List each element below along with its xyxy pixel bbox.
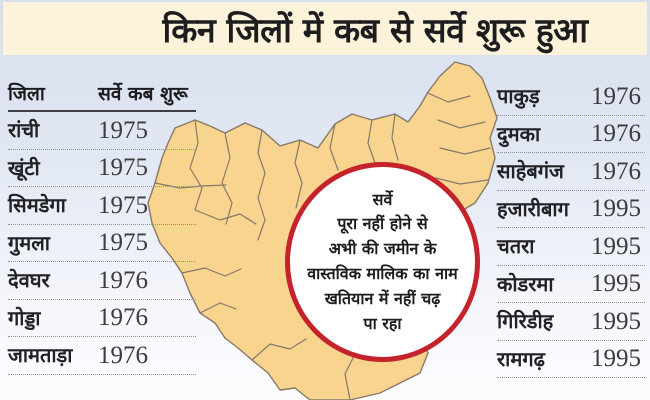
table-row: पाकुड़ 1976 xyxy=(497,78,645,116)
column-header-year: सर्वे कब शुरू xyxy=(98,83,188,105)
column-header-district: जिला xyxy=(8,83,45,105)
survey-year: 1995 xyxy=(591,232,641,260)
district-name: दुमका xyxy=(497,121,541,146)
page-title: किन जिलों में कब से सर्वे शुरू हुआ xyxy=(162,10,588,51)
map-annotation-circle: सर्वे पूरा नहीं होने से अभी की जमीन के व… xyxy=(285,162,480,362)
table-row: देवघर 1976 xyxy=(8,262,196,300)
district-name: चतरा xyxy=(497,234,535,259)
district-name: कोडरमा xyxy=(497,271,554,296)
survey-year: 1975 xyxy=(98,191,148,219)
map-annotation-line: सर्वे xyxy=(372,189,393,209)
district-name: गिरिडीह xyxy=(497,309,554,334)
survey-table-left: जिला सर्वे कब शुरू रांची 1975 खूंटी 1975… xyxy=(8,76,196,375)
district-name: देवघर xyxy=(8,268,50,293)
survey-year: 1976 xyxy=(98,266,148,294)
table-row: रामगढ़ 1995 xyxy=(497,341,645,378)
table-row: दुमका 1976 xyxy=(497,116,645,153)
map-annotation-line: पा रहा xyxy=(363,313,402,333)
district-name: पाकुड़ xyxy=(497,84,540,109)
table-row: जामताड़ा 1976 xyxy=(8,337,196,375)
survey-year: 1976 xyxy=(591,157,641,185)
district-name: साहेबगंज xyxy=(497,159,564,184)
survey-year: 1995 xyxy=(591,345,641,373)
title-banner: किन जिलों में कब से सर्वे शुरू हुआ xyxy=(3,2,647,55)
table-row: सिमडेगा 1975 xyxy=(8,187,196,225)
map-annotation-line: पूरा नहीं होने से xyxy=(337,214,428,234)
survey-year: 1976 xyxy=(98,341,148,369)
table-row: साहेबगंज 1976 xyxy=(497,153,645,191)
district-name: रामगढ़ xyxy=(497,346,545,371)
table-row: हजारीबाग 1995 xyxy=(497,191,645,228)
survey-year: 1995 xyxy=(591,270,641,298)
survey-year: 1976 xyxy=(98,304,148,332)
table-row: खूंटी 1975 xyxy=(8,150,196,187)
table-row: गुमला 1975 xyxy=(8,225,196,262)
table-row: कोडरमा 1995 xyxy=(497,266,645,303)
district-name: सिमडेगा xyxy=(8,193,66,218)
district-name: रांची xyxy=(8,118,40,143)
table-row: चतरा 1995 xyxy=(497,228,645,266)
district-name: हजारीबाग xyxy=(497,196,569,221)
survey-year: 1976 xyxy=(591,82,641,110)
survey-year: 1975 xyxy=(98,154,148,182)
table-row: गिरिडीह 1995 xyxy=(497,303,645,341)
survey-year: 1976 xyxy=(591,120,641,148)
table-row: गोड्डा 1976 xyxy=(8,300,196,337)
table-row: रांची 1975 xyxy=(8,112,196,150)
survey-year: 1975 xyxy=(98,229,148,257)
district-name: जामताड़ा xyxy=(8,343,73,368)
survey-table-right: पाकुड़ 1976 दुमका 1976 साहेबगंज 1976 हजा… xyxy=(497,78,645,378)
district-name: गोड्डा xyxy=(8,305,41,330)
map-annotation-line: खतियान में नहीं चढ़ xyxy=(324,288,441,308)
survey-year: 1995 xyxy=(591,307,641,335)
map-annotation-line: अभी की जमीन के xyxy=(328,239,437,259)
map-annotation-line: वास्तविक मालिक का नाम xyxy=(307,264,458,283)
table-header: जिला सर्वे कब शुरू xyxy=(8,76,196,112)
survey-year: 1995 xyxy=(591,195,641,223)
district-name: खूंटी xyxy=(8,155,40,180)
survey-year: 1975 xyxy=(98,116,148,144)
district-name: गुमला xyxy=(8,230,50,255)
